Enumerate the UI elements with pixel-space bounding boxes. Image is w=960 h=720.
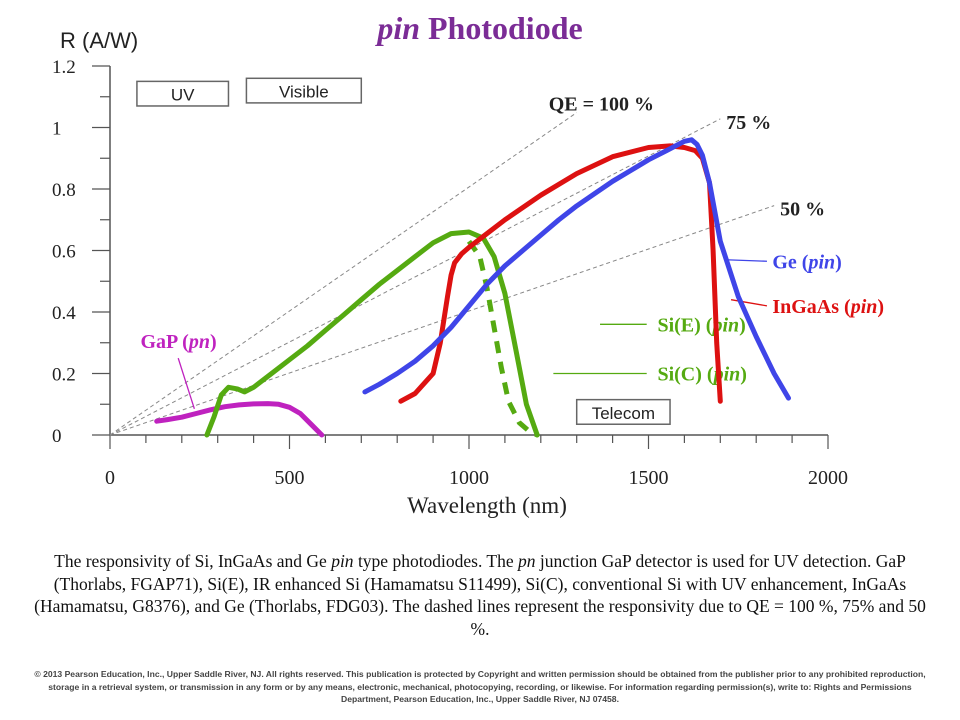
series-line (154, 401, 325, 438)
series-label: Si(E) (pin) (657, 314, 745, 336)
qe-line-label: 75 % (726, 112, 771, 134)
y-tick-label: 0.2 (52, 365, 76, 386)
series-leader-line (177, 357, 195, 410)
caption-segment: pin (331, 551, 354, 571)
caption-segment: type photodiodes. The (353, 551, 519, 571)
responsivity-chart: 0 0.2 0.4 0.6 0.8 1 1.2 0 500 1000 1500 2000 R (A/W)… (52, 28, 884, 518)
y-tick-label: 0 (52, 426, 62, 447)
qe-line-label: 50 % (780, 199, 825, 221)
region-box-label: Visible (279, 83, 329, 102)
chart-title-italic: pin (377, 10, 420, 46)
x-axis-label: Wavelength (nm) (407, 493, 567, 518)
y-axis-label: R (A/W) (60, 28, 138, 53)
region-box-visible (245, 77, 363, 104)
series-line (204, 229, 540, 438)
series-label: GaP (pn) (141, 331, 217, 353)
qe-line (109, 112, 577, 436)
figure-caption: The responsivity of Si, InGaAs and Ge pi… (30, 550, 930, 640)
series-label: Si(C) (pin) (657, 364, 746, 386)
region-box-label: UV (171, 86, 195, 105)
caption-segment: pn (518, 551, 536, 571)
x-tick-label: 0 (105, 467, 115, 489)
chart-title-rest: Photodiode (420, 10, 583, 46)
series-line (466, 239, 539, 438)
y-tick-label: 0.4 (52, 303, 76, 324)
caption-segment: junction GaP detector is used for UV det… (34, 551, 926, 639)
series-label: Ge (pin) (772, 251, 841, 273)
copyright-notice: © 2013 Pearson Education, Inc., Upper Sa… (34, 669, 926, 704)
region-box-uv (136, 80, 230, 107)
y-tick-label: 1 (52, 119, 62, 140)
series-leader-line (730, 299, 768, 307)
y-tick-label: 1.2 (52, 57, 76, 78)
y-tick-label: 0.8 (52, 180, 76, 201)
series-label: InGaAs (pin) (772, 296, 884, 318)
series-leader-line (725, 259, 767, 262)
x-tick-label: 500 (275, 467, 305, 489)
caption-segment: The responsivity of Si, InGaAs and Ge (54, 551, 332, 571)
y-tick-label: 0.6 (52, 242, 76, 263)
series-line (362, 137, 791, 401)
qe-line (109, 118, 721, 436)
region-box-label: Telecom (592, 404, 655, 423)
x-tick-label: 1000 (449, 467, 489, 489)
x-tick-label: 1500 (629, 467, 669, 489)
qe-line-label: QE = 100 % (549, 94, 654, 116)
region-box-telecom (575, 398, 671, 425)
x-tick-label: 2000 (808, 467, 848, 489)
chart-title: pin Photodiode (0, 10, 960, 47)
